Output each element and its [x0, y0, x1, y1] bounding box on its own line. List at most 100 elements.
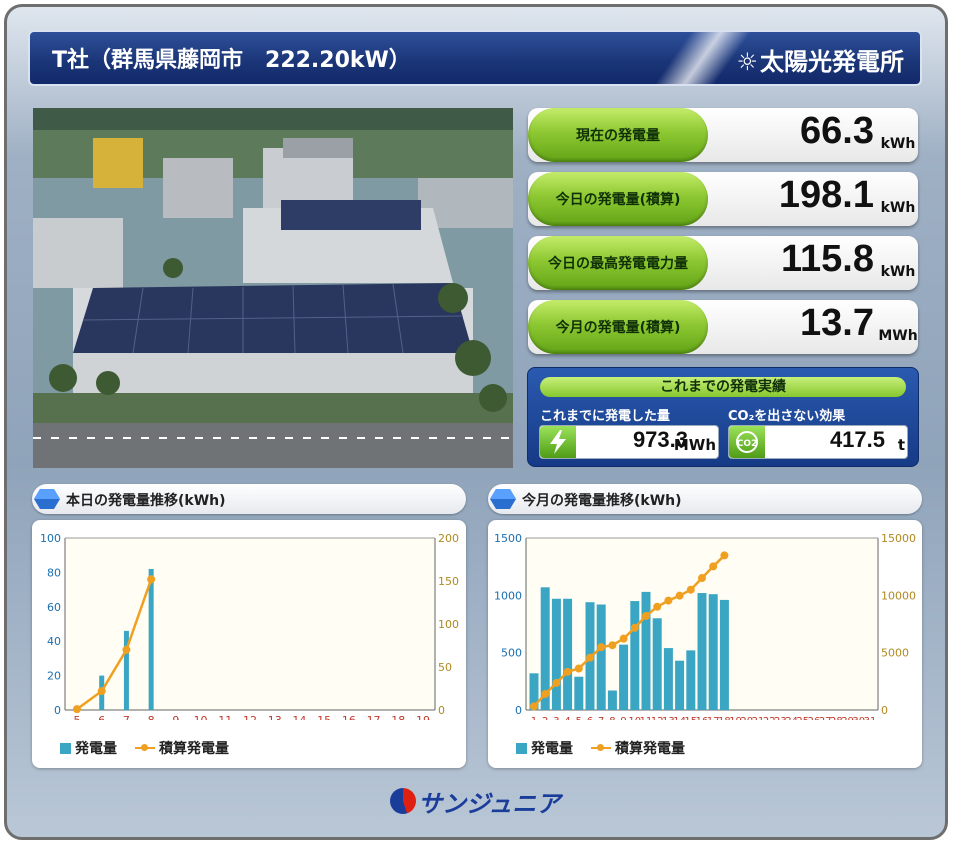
cumulative-point-8	[147, 575, 156, 584]
cumulative-point-13	[664, 596, 673, 605]
x-tick-label: 9	[172, 714, 179, 720]
x-tick-label: 17	[367, 714, 381, 720]
stat-label: 今月の発電量(積算)	[528, 300, 708, 354]
y-left-tick-label: 40	[47, 635, 61, 648]
generated-unit: MWh	[673, 436, 716, 454]
co2-unit: t	[897, 436, 905, 454]
x-tick-label: 5	[576, 716, 582, 720]
cumulative-point-14	[675, 591, 684, 600]
stat-today-peak: 今日の最高発電電力量 115.8 kWh	[528, 236, 918, 290]
legend-line-swatch	[591, 744, 611, 751]
y-right-tick-label: 200	[438, 532, 459, 545]
monthly-chart-header: 今月の発電量推移(kWh)	[488, 484, 922, 514]
cumulative-point-7	[122, 645, 131, 654]
stat-label: 今日の発電量(積算)	[528, 172, 708, 226]
y-right-tick-label: 50	[438, 661, 452, 674]
x-tick-label: 8	[609, 716, 615, 720]
daily-chart: 0 20 40 60 80 100 0 50 100 150 200 5 6 7 8 9 10 11 12 13 14 1…	[40, 532, 459, 727]
bar-3	[551, 598, 561, 710]
plant-photo-illustration	[33, 108, 513, 468]
x-tick-label: 6	[587, 716, 593, 720]
cumulative-point-2	[541, 690, 550, 699]
cumulative-point-9	[619, 634, 628, 643]
lightning-icon	[540, 426, 576, 458]
x-tick-label: 7	[598, 716, 604, 720]
x-tick-label: 18	[391, 714, 405, 720]
stat-label: 現在の発電量	[528, 108, 708, 162]
bar-13	[663, 648, 673, 710]
co2-icon: CO2	[729, 426, 765, 458]
bar-10	[630, 601, 640, 710]
brand-title: ☼太陽光発電所	[736, 42, 904, 77]
x-tick-label: 3	[553, 716, 559, 720]
cumulative-point-6	[586, 653, 594, 662]
stat-today-total: 今日の発電量(積算) 198.1 kWh	[528, 172, 918, 226]
legend-line-swatch	[135, 744, 155, 751]
y-right-tick-label: 0	[438, 704, 445, 717]
x-tick-label: 2	[542, 716, 548, 720]
y-left-tick-label: 0	[515, 704, 522, 717]
company-logo: サンジュニア	[390, 786, 560, 818]
cumulative-point-7	[597, 643, 606, 652]
legend-bar-swatch	[516, 742, 527, 754]
co2-value: 417.5	[829, 427, 885, 452]
x-tick-label: 19	[416, 714, 430, 720]
cumulative-point-8	[608, 641, 617, 650]
y-right-tick-label: 10000	[881, 589, 916, 602]
y-right-tick-label: 5000	[881, 647, 909, 660]
cumulative-point-6	[97, 687, 106, 696]
cumulative-point-12	[653, 602, 662, 611]
bar-7	[123, 630, 129, 710]
cumulative-point-18	[720, 551, 729, 560]
x-tick-label: 16	[342, 714, 356, 720]
daily-chart-legend: 発電量 積算発電量	[60, 738, 229, 758]
y-left-tick-label: 60	[47, 601, 61, 614]
co2-icon-text: CO2	[737, 439, 758, 449]
y-left-tick-label: 100	[40, 532, 61, 545]
site-title: T社（群馬県藤岡市 222.20kW）	[52, 48, 411, 73]
bar-7	[596, 604, 606, 710]
bar-15	[686, 650, 696, 710]
cumulative-point-1	[530, 702, 538, 711]
stat-value: 115.8	[781, 238, 874, 280]
stat-month-total: 今月の発電量(積算) 13.7 MWh	[528, 300, 918, 354]
y-left-tick-label: 500	[501, 647, 522, 660]
x-tick-label: 31	[864, 716, 877, 720]
x-tick-label: 6	[98, 714, 105, 720]
stat-unit: MWh	[878, 328, 918, 344]
daily-chart-header: 本日の発電量推移(kWh)	[32, 484, 466, 514]
cumulative-line	[76, 578, 153, 711]
cumulative-point-5	[73, 705, 81, 714]
bar-18	[719, 599, 729, 710]
stat-unit: kWh	[880, 264, 916, 280]
x-tick-label: 4	[564, 716, 570, 720]
monthly-chart: 0500100015000500010000150001234567891011…	[494, 532, 916, 727]
x-tick-label: 8	[148, 714, 155, 720]
plot-area	[65, 538, 435, 710]
bar-4	[563, 598, 573, 710]
generated-value: 973.3	[632, 427, 688, 452]
daily-chart-panel: 0 20 40 60 80 100 0 50 100 150 200 5 6 7 8 9 10 11 12 13 14 1…	[32, 520, 466, 768]
y-left-tick-label: 80	[47, 566, 61, 579]
cumulative-point-15	[686, 585, 695, 594]
plant-photo	[33, 108, 513, 468]
x-tick-label: 5	[74, 714, 81, 720]
stat-value: 13.7	[800, 302, 874, 344]
header-banner: T社（群馬県藤岡市 222.20kW） ☼太陽光発電所	[28, 30, 922, 86]
daily-chart-title: 本日の発電量推移(kWh)	[66, 493, 226, 509]
generated-label: これまでに発電した量	[540, 409, 671, 424]
cumulative-point-17	[709, 562, 718, 571]
cumulative-point-10	[630, 623, 639, 632]
bar-8	[607, 690, 617, 710]
bar-12	[652, 618, 662, 710]
y-right-tick-label: 100	[438, 618, 459, 631]
lifetime-record-panel: これまでの発電実績 これまでに発電した量 CO₂を出さない効果 973.3 MW…	[527, 367, 919, 467]
x-tick-label: 10	[194, 714, 208, 720]
stat-value: 66.3	[800, 110, 874, 152]
monthly-chart-legend: 発電量 積算発電量	[516, 738, 685, 758]
cumulative-point-5	[574, 664, 583, 673]
y-right-tick-label: 0	[881, 704, 888, 717]
cumulative-point-11	[642, 611, 650, 620]
cumulative-point-16	[698, 574, 706, 583]
bar-14	[675, 660, 685, 710]
